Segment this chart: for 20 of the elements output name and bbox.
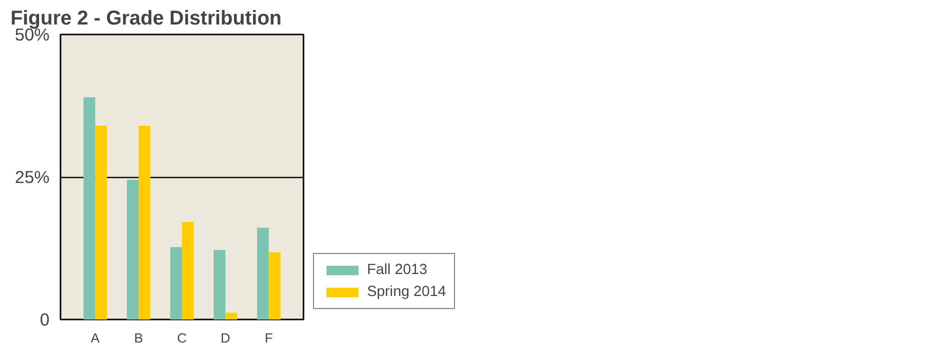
bar: [138, 126, 150, 320]
bar: [182, 222, 194, 320]
bar: [84, 97, 96, 320]
chart-title: Figure 2 - Grade Distribution: [10, 8, 282, 30]
x-tick-label: A: [90, 330, 100, 346]
y-tick-label: 25%: [14, 167, 50, 187]
bar: [225, 312, 238, 320]
bar: [257, 228, 269, 320]
bar: [95, 126, 107, 320]
x-tick-label: C: [177, 330, 188, 346]
bar: [268, 252, 280, 320]
legend-label: Spring 2014: [367, 284, 446, 300]
legend-label: Fall 2013: [367, 262, 428, 278]
bar: [214, 250, 226, 320]
x-tick-label: F: [264, 330, 273, 346]
y-tick-label: 0: [40, 310, 50, 330]
bar: [126, 180, 139, 320]
x-tick-label: B: [134, 330, 144, 346]
x-tick-label: D: [220, 330, 230, 346]
bar: [170, 247, 182, 320]
